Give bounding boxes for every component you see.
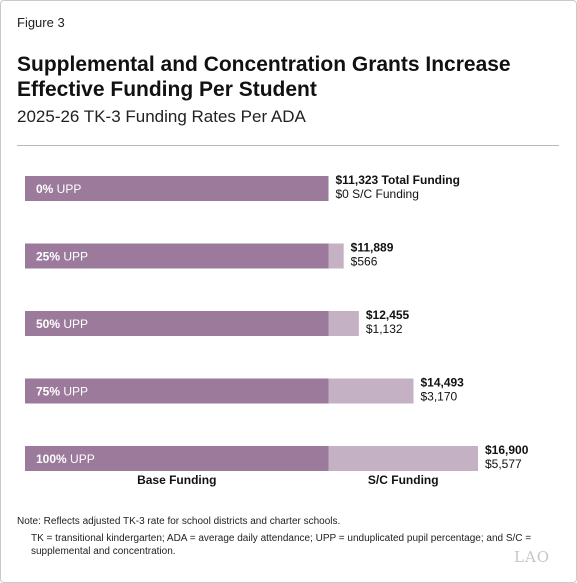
sc-funding-label: $0 S/C Funding	[336, 187, 419, 201]
chart-subtitle: 2025-26 TK-3 Funding Rates Per ADA	[17, 107, 306, 126]
category-label: 25% UPP	[36, 250, 88, 264]
total-funding-label: $14,493	[420, 376, 464, 390]
figure-label: Figure 3	[17, 15, 65, 30]
title-divider	[17, 145, 559, 146]
sc-funding-label: $566	[351, 255, 378, 269]
legend-base-funding: Base Funding	[137, 473, 216, 487]
category-label: 50% UPP	[36, 317, 88, 331]
bar-sc-funding	[328, 311, 359, 336]
chart-notes: Note: Reflects adjusted TK-3 rate for sc…	[17, 515, 562, 558]
category-label: 100% UPP	[36, 452, 95, 466]
bar-sc-funding	[328, 446, 478, 471]
category-label: 0% UPP	[36, 182, 81, 196]
bar-base-funding	[25, 311, 329, 336]
stacked-bar-chart: 0% UPP $11,323 Total Funding$0 S/C Fundin…	[25, 173, 529, 487]
sc-funding-label: $1,132	[366, 322, 403, 336]
bar-sc-funding	[328, 378, 414, 404]
bar-sc-funding	[328, 243, 344, 269]
bar-base-funding	[25, 243, 329, 269]
abbreviations-note: TK = transitional kindergarten; ADA = av…	[31, 533, 532, 557]
sc-funding-label: $3,170	[420, 390, 457, 404]
legend-sc-funding: S/C Funding	[368, 473, 439, 487]
bar-base-funding	[25, 378, 329, 404]
total-funding-label: $11,323 Total Funding	[336, 173, 460, 187]
category-label: 75% UPP	[36, 385, 88, 399]
note-line: Note: Reflects adjusted TK-3 rate for sc…	[17, 516, 341, 527]
total-funding-label: $16,900	[485, 443, 529, 457]
lao-logo: LAO	[514, 548, 551, 566]
sc-funding-label: $5,577	[485, 457, 522, 471]
chart-title: Supplemental and Concentration Grants In…	[17, 53, 511, 101]
bar-base-funding	[25, 176, 329, 201]
total-funding-label: $12,455	[366, 308, 410, 322]
total-funding-label: $11,889	[351, 241, 394, 255]
bar-base-funding	[25, 446, 329, 471]
